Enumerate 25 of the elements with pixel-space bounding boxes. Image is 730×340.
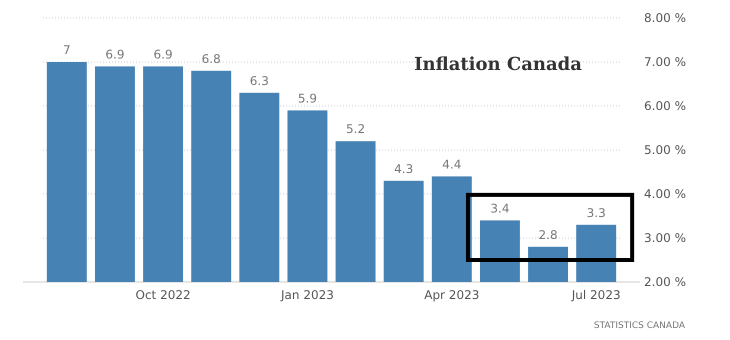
data-label: 2.8 [538,228,558,242]
data-label: 7 [63,43,71,57]
text: Inflation Canada [414,54,582,75]
y-tick-label: 2.00 % [644,275,686,289]
data-label: 5.9 [298,91,317,106]
y-tick-label: 5.00 % [644,143,686,157]
x-tick-label: Oct 2022 [136,288,191,302]
data-label: 3.4 [490,201,510,216]
data-label: 6.3 [250,74,269,88]
y-tick-label: 8.00 % [644,11,686,25]
x-tick-label: Apr 2023 [424,288,480,302]
y-tick-label: 7.00 % [644,55,686,69]
y-tick-label: 4.00 % [644,187,686,201]
data-label: 4.4 [442,157,462,172]
x-tick-label: Jul 2023 [570,288,621,302]
data-label: 6.9 [154,47,173,62]
data-label: 4.3 [394,162,414,176]
y-tick-label: 3.00 % [644,231,686,245]
data-label: 6.9 [105,47,124,62]
x-tick-label: Jan 2023 [280,288,334,302]
data-label: 3.3 [586,206,606,220]
data-label: 6.8 [202,52,221,66]
data-label: 5.2 [346,122,366,136]
y-tick-label: 6.00 % [644,99,686,113]
text: STATISTICS CANADA [594,321,686,331]
